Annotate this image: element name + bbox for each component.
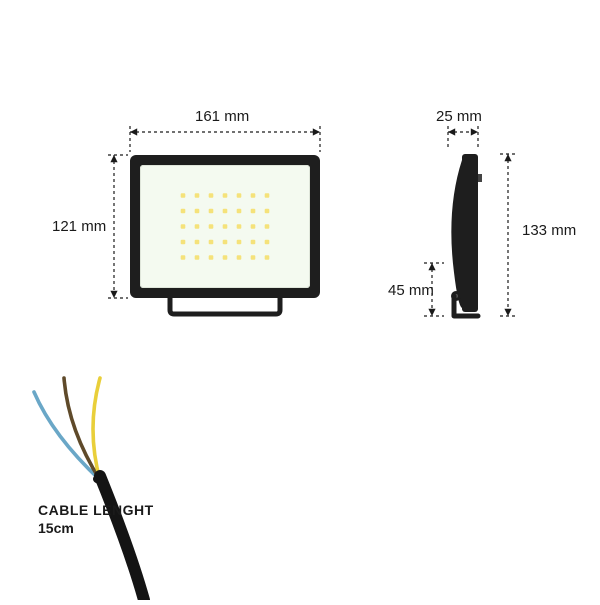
front-height-label: 121 mm <box>52 218 106 235</box>
side-depth-label: 25 mm <box>436 108 482 125</box>
side-bracket-height-label: 45 mm <box>388 282 434 299</box>
cable-title: CABLE LENGHT <box>38 502 154 518</box>
front-width-label: 161 mm <box>195 108 249 125</box>
diagram-canvas: 161 mm 121 mm 25 mm 133 mm 45 mm CABLE L… <box>0 0 600 600</box>
side-total-height-label: 133 mm <box>522 222 576 239</box>
cable-value: 15cm <box>38 520 74 536</box>
